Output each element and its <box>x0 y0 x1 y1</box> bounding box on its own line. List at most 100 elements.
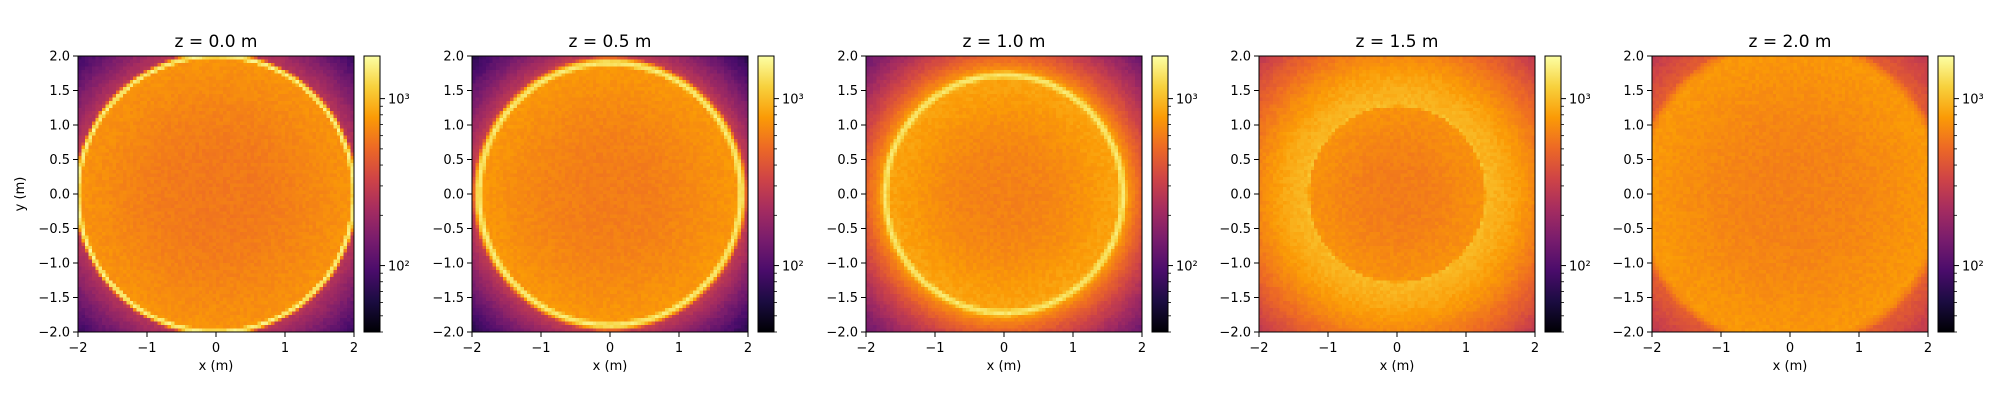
y-tick-label: 0.0 <box>443 188 464 203</box>
y-tick-label: 2.0 <box>49 50 70 65</box>
y-tick-label: 1.5 <box>49 84 70 99</box>
colorbar: 10² 10³ <box>1937 55 1984 333</box>
y-tick-label: −2.0 <box>38 326 70 341</box>
y-tick-label: 2.0 <box>837 50 858 65</box>
y-tick-label: 0.5 <box>837 153 858 168</box>
panel-5: z = 2.0 m −2 −1 0 1 2 −2.0 −1.5 −1.0 −0.5 0.0 0.5 1.… <box>1612 32 1983 374</box>
y-tick-label: 1.5 <box>1623 84 1644 99</box>
y-tick-label: −1.0 <box>1612 257 1644 272</box>
colorbar-tick-label: 10² <box>1176 260 1198 275</box>
y-tick-label: −0.5 <box>432 222 464 237</box>
x-axis-label: x (m) <box>199 359 234 374</box>
y-tick-label: 1.0 <box>1230 119 1251 134</box>
colorbar: 10² 10³ <box>757 55 804 333</box>
y-tick-label: 0.0 <box>1623 188 1644 203</box>
colorbar-tick-label: 10³ <box>1569 93 1591 108</box>
x-tick-label: 1 <box>281 341 289 356</box>
y-tick-label: 0.5 <box>1623 153 1644 168</box>
x-tick-label: 2 <box>1531 341 1539 356</box>
y-tick-label: 1.0 <box>443 119 464 134</box>
y-tick-label: 0.0 <box>1230 188 1251 203</box>
y-tick-label: 0.0 <box>49 188 70 203</box>
y-tick-label: −1.0 <box>38 257 70 272</box>
x-axis-label: x (m) <box>1773 359 1808 374</box>
y-tick-label: −1.0 <box>826 257 858 272</box>
x-tick-label: 2 <box>350 341 358 356</box>
chart-title: z = 1.0 m <box>963 32 1046 52</box>
heatmap-image <box>1652 56 1928 332</box>
colorbar: 10² 10³ <box>363 55 410 333</box>
x-tick-label: −2 <box>1642 341 1661 356</box>
chart-title: z = 0.0 m <box>175 32 258 52</box>
x-tick-label: 0 <box>606 341 614 356</box>
x-tick-label: 0 <box>1393 341 1401 356</box>
x-tick-label: 1 <box>675 341 683 356</box>
panel-4: z = 1.5 m −2 −1 0 1 2 −2.0 −1.5 −1.0 −0.5 0.0 0.5 1.… <box>1219 32 1590 374</box>
y-tick-label: 1.5 <box>443 84 464 99</box>
heatmap-image <box>472 56 748 332</box>
y-tick-label: −0.5 <box>826 222 858 237</box>
colorbar-gradient <box>1151 55 1169 333</box>
x-tick-label: 1 <box>1462 341 1470 356</box>
heatmap-image <box>1259 56 1535 332</box>
y-tick-label: −2.0 <box>432 326 464 341</box>
colorbar-tick-label: 10² <box>388 260 410 275</box>
colorbar-tick-label: 10² <box>1569 260 1591 275</box>
y-tick-label: 0.5 <box>443 153 464 168</box>
y-tick-label: −2.0 <box>1612 326 1644 341</box>
panel-2: z = 0.5 m −2 −1 0 1 2 −2.0 −1.5 −1.0 −0.5 0.0 0.5 1.… <box>432 32 803 374</box>
y-tick-label: −0.5 <box>1219 222 1251 237</box>
heatmap-image <box>78 56 354 332</box>
chart-title: z = 1.5 m <box>1356 32 1439 52</box>
chart-title: z = 0.5 m <box>569 32 652 52</box>
y-tick-label: 0.5 <box>1230 153 1251 168</box>
y-tick-label: −0.5 <box>38 222 70 237</box>
colorbar-tick-label: 10³ <box>782 93 804 108</box>
y-tick-label: 1.5 <box>1230 84 1251 99</box>
x-tick-label: 1 <box>1069 341 1077 356</box>
y-tick-label: −1.5 <box>1612 291 1644 306</box>
y-tick-label: 1.5 <box>837 84 858 99</box>
colorbar-gradient <box>757 55 775 333</box>
colorbar: 10² 10³ <box>1544 55 1591 333</box>
colorbar-tick-label: 10² <box>782 260 804 275</box>
x-tick-label: −2 <box>462 341 481 356</box>
colorbar: 10² 10³ <box>1151 55 1198 333</box>
x-tick-label: 0 <box>1000 341 1008 356</box>
heatmap-image <box>866 56 1142 332</box>
x-axis-label: x (m) <box>593 359 628 374</box>
x-tick-label: −1 <box>137 341 156 356</box>
x-tick-label: −2 <box>68 341 87 356</box>
colorbar-tick-label: 10³ <box>1176 93 1198 108</box>
x-axis-label: x (m) <box>1380 359 1415 374</box>
x-tick-label: −1 <box>531 341 550 356</box>
y-tick-label: −0.5 <box>1612 222 1644 237</box>
y-tick-label: 1.0 <box>1623 119 1644 134</box>
x-tick-label: 2 <box>744 341 752 356</box>
colorbar-gradient <box>363 55 381 333</box>
y-tick-label: −1.0 <box>432 257 464 272</box>
panel-3: z = 1.0 m −2 −1 0 1 2 −2.0 −1.5 −1.0 −0.5 0.0 0.5 1.… <box>826 32 1197 374</box>
x-axis-label: x (m) <box>987 359 1022 374</box>
y-tick-label: 0.5 <box>49 153 70 168</box>
colorbar-gradient <box>1937 55 1955 333</box>
x-tick-label: 0 <box>212 341 220 356</box>
x-tick-label: −2 <box>1249 341 1268 356</box>
y-tick-label: 1.0 <box>837 119 858 134</box>
y-tick-label: 0.0 <box>837 188 858 203</box>
colorbar-tick-label: 10² <box>1962 260 1984 275</box>
y-tick-label: −1.5 <box>1219 291 1251 306</box>
y-tick-label: −2.0 <box>826 326 858 341</box>
chart-title: z = 2.0 m <box>1749 32 1832 52</box>
panel-1: z = 0.0 m −2 −1 0 1 2 −2.0 −1.5 −1.0 −0.5 0.0 0.5 1.… <box>13 32 410 374</box>
y-tick-label: 2.0 <box>443 50 464 65</box>
y-tick-label: −1.0 <box>1219 257 1251 272</box>
x-tick-label: 2 <box>1138 341 1146 356</box>
y-tick-label: 2.0 <box>1230 50 1251 65</box>
y-tick-label: 2.0 <box>1623 50 1644 65</box>
y-tick-label: 1.0 <box>49 119 70 134</box>
y-tick-label: −1.5 <box>38 291 70 306</box>
x-tick-label: 1 <box>1855 341 1863 356</box>
x-tick-label: −2 <box>856 341 875 356</box>
y-tick-label: −1.5 <box>432 291 464 306</box>
